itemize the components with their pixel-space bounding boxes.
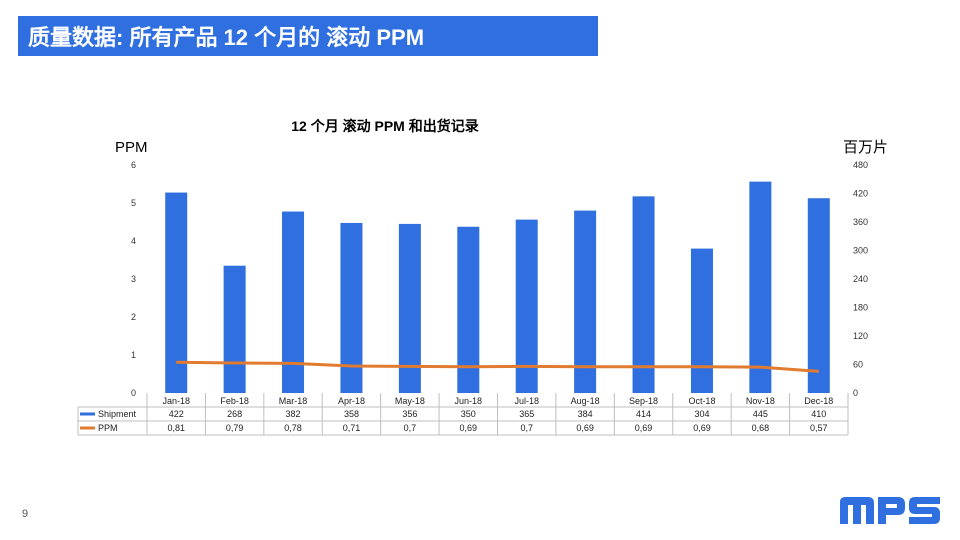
y-left-tick-label: 0 (131, 388, 136, 398)
table-cell-shipment: 410 (811, 409, 826, 419)
x-tick-label: Nov-18 (746, 396, 775, 406)
x-tick-label: Jan-18 (162, 396, 190, 406)
y-left-tick-label: 1 (131, 350, 136, 360)
bar-shipment (515, 219, 538, 393)
x-tick-label: Sep-18 (629, 396, 658, 406)
table-cell-shipment: 358 (344, 409, 359, 419)
y-right-tick-label: 480 (853, 160, 868, 170)
bar-shipment (807, 198, 830, 393)
table-cell-ppm: 0,79 (226, 423, 244, 433)
bar-shipment (457, 226, 480, 393)
table-cell-shipment: 268 (227, 409, 242, 419)
x-tick-label: Jul-18 (514, 396, 539, 406)
table-cell-shipment: 365 (519, 409, 534, 419)
x-tick-label: Jun-18 (455, 396, 483, 406)
table-cell-ppm: 0,69 (635, 423, 653, 433)
y-right-tick-label: 300 (853, 246, 868, 256)
y-right-tick-label: 240 (853, 274, 868, 284)
y-left-tick-label: 5 (131, 198, 136, 208)
table-cell-ppm: 0,69 (576, 423, 594, 433)
table-cell-ppm: 0,81 (167, 423, 185, 433)
bar-shipment (574, 210, 597, 393)
table-cell-shipment: 356 (402, 409, 417, 419)
table-cell-shipment: 384 (578, 409, 593, 419)
bar-shipment (749, 181, 772, 393)
table-cell-shipment: 445 (753, 409, 768, 419)
x-tick-label: Apr-18 (338, 396, 365, 406)
y-left-tick-label: 4 (131, 236, 136, 246)
y-right-tick-label: 420 (853, 189, 868, 199)
x-tick-label: May-18 (395, 396, 425, 406)
line-ppm (176, 360, 819, 373)
table-cell-ppm: 0,7 (520, 423, 533, 433)
table-cell-ppm: 0,69 (693, 423, 711, 433)
table-cell-ppm: 0,7 (404, 423, 417, 433)
legend-label-ppm: PPM (98, 423, 118, 433)
bar-shipment (398, 223, 421, 393)
table-cell-ppm: 0,78 (284, 423, 302, 433)
y-left-tick-label: 6 (131, 160, 136, 170)
page-number: 9 (22, 508, 29, 520)
bar-shipment (165, 192, 188, 393)
mps-logo (840, 497, 940, 524)
x-tick-label: Oct-18 (688, 396, 715, 406)
y-right-tick-label: 0 (853, 388, 858, 398)
bar-shipment (223, 265, 246, 393)
y-left-label: PPM (115, 139, 148, 156)
legend-label-shipment: Shipment (98, 409, 137, 419)
chart-title: 12 个月 滚动 PPM 和出货记录 (291, 118, 478, 134)
table-cell-ppm: 0,71 (343, 423, 361, 433)
bar-shipment (632, 196, 655, 393)
table-cell-ppm: 0,68 (752, 423, 770, 433)
y-right-tick-label: 60 (853, 360, 863, 370)
bar-shipment (282, 211, 305, 393)
table-cell-shipment: 350 (461, 409, 476, 419)
table-cell-shipment: 304 (694, 409, 709, 419)
bar-shipment (690, 248, 713, 393)
x-tick-label: Dec-18 (804, 396, 833, 406)
table-cell-ppm: 0,69 (460, 423, 478, 433)
y-right-tick-label: 120 (853, 331, 868, 341)
x-tick-label: Mar-18 (279, 396, 308, 406)
table-cell-shipment: 382 (286, 409, 301, 419)
bar-shipment (340, 222, 363, 393)
table-cell-shipment: 414 (636, 409, 651, 419)
y-left-tick-label: 3 (131, 274, 136, 284)
x-tick-label: Feb-18 (220, 396, 249, 406)
slide-title: 质量数据: 所有产品 12 个月的 滚动 PPM (18, 16, 598, 56)
table-cell-shipment: 422 (169, 409, 184, 419)
y-right-label: 百万片 (843, 139, 888, 156)
x-tick-label: Aug-18 (571, 396, 600, 406)
y-right-tick-label: 360 (853, 217, 868, 227)
table-cell-ppm: 0,57 (810, 423, 828, 433)
y-left-tick-label: 2 (131, 312, 136, 322)
y-right-tick-label: 180 (853, 303, 868, 313)
